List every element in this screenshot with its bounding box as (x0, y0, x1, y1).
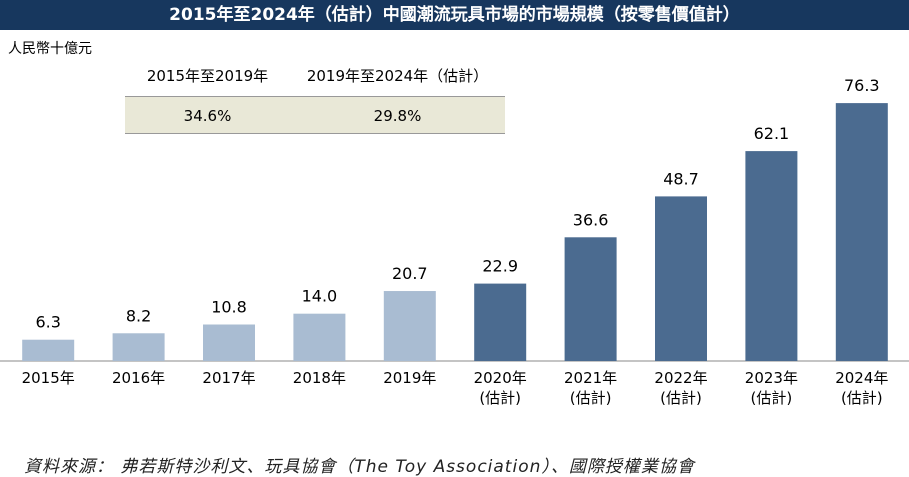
x-tick-label: 2016年 (112, 369, 166, 387)
value-label: 8.2 (126, 306, 151, 325)
x-tick-label: 2018年 (292, 369, 346, 387)
bar (112, 333, 165, 361)
cagr-header: 2019年至2024年（估計） (306, 67, 489, 85)
value-label: 48.7 (663, 169, 699, 188)
value-label: 76.3 (844, 76, 880, 95)
cagr-header: 2015年至2019年 (146, 67, 269, 85)
value-label: 6.3 (35, 313, 60, 332)
x-tick-label: 2024年 (估計) (835, 369, 889, 407)
source-note: 資料來源： 弗若斯特沙利文、玩具協會（The Toy Association）、… (24, 457, 695, 477)
cagr-row-background (125, 96, 505, 134)
x-tick-label: 2015年 (21, 369, 75, 387)
bar (22, 339, 75, 361)
bar (564, 237, 617, 361)
bar (835, 103, 888, 361)
value-label: 22.9 (482, 257, 518, 276)
chart-title: 2015年至2024年（估計）中國潮流玩具市場的市場規模（按零售價值計） (0, 0, 909, 30)
x-tick-label: 2017年 (202, 369, 256, 387)
bar (745, 151, 798, 361)
value-label: 20.7 (392, 264, 428, 283)
bar (383, 291, 436, 361)
bar (203, 324, 255, 361)
value-label: 10.8 (211, 297, 247, 316)
x-tick-label: 2023年 (估計) (744, 369, 798, 407)
x-tick-label: 2021年 (估計) (564, 369, 618, 407)
x-tick-label: 2019年 (383, 369, 437, 387)
bar (655, 196, 707, 361)
value-label: 36.6 (573, 210, 609, 229)
bar (293, 313, 346, 361)
x-tick-label: 2022年 (估計) (654, 369, 708, 407)
cagr-value: 34.6% (183, 107, 232, 125)
cagr-table: 2015年至2019年 2019年至2024年（估計） 34.6% 29.8% (125, 58, 505, 134)
value-label: 62.1 (754, 124, 790, 143)
x-tick-label: 2020年 (估計) (473, 369, 527, 407)
bar (474, 283, 527, 361)
unit-label: 人民幣十億元 (8, 41, 92, 57)
value-label: 14.0 (302, 287, 338, 306)
cagr-value: 29.8% (373, 107, 422, 125)
